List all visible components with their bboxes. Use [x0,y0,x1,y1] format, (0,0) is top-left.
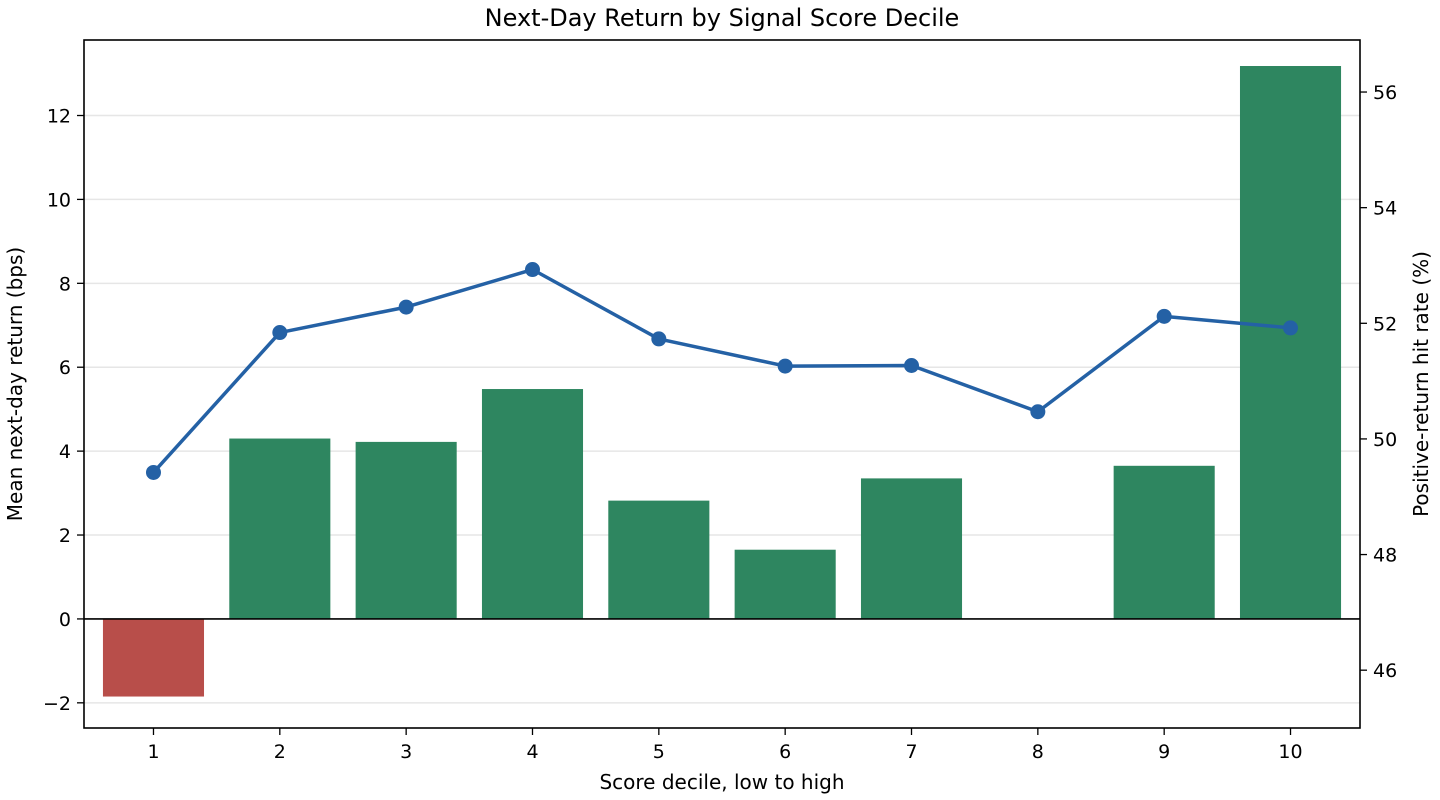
y2-tick-label: 46 [1373,660,1397,682]
y2-tick-label: 50 [1373,429,1397,451]
x-axis-title: Score decile, low to high [599,770,844,794]
y-axis-title: Mean next-day return (bps) [3,247,27,521]
chart-title: Next-Day Return by Signal Score Decile [485,4,960,32]
bar-decile-2 [229,438,331,619]
hit-rate-point-decile-1 [145,464,161,480]
plot-frame [83,39,1361,729]
x-axis: 1 2 3 4 5 6 7 8 9 10 [147,728,1303,763]
hit-rate-point-decile-2 [272,325,288,341]
hit-rate-point-decile-6 [777,358,793,374]
y-tick-label: 4 [59,441,71,463]
hit-rate-point-decile-9 [1156,308,1172,324]
hit-rate-line [152,267,1291,474]
y-tick-label: 8 [59,273,71,295]
hit-rate-point-decile-7 [904,357,920,373]
y-tick-label: 6 [59,357,71,379]
x-tick-label: 2 [274,741,286,763]
x-tick-label: 9 [1158,741,1170,763]
bar-decile-5 [608,500,710,619]
hit-rate-point-decile-3 [398,299,414,315]
y2-axis-title: Positive-return hit rate (%) [1409,251,1433,517]
bar-decile-7 [860,478,963,619]
x-tick-label: 3 [400,741,412,763]
left-axis: −2 0 2 4 6 8 10 12 [43,106,84,715]
y2-tick-label: 52 [1373,313,1397,335]
y-tick-label: 2 [59,525,71,547]
bar-series [102,66,1342,697]
y2-tick-label: 56 [1373,82,1397,104]
y-tick-label: 10 [47,189,71,211]
bar-decile-1 [102,618,205,697]
y2-tick-label: 48 [1373,545,1397,567]
bar-decile-6 [734,549,836,619]
bar-decile-9 [1113,465,1215,619]
x-tick-label: 6 [779,741,791,763]
x-tick-label: 1 [147,741,159,763]
hit-rate-point-decile-4 [524,262,540,278]
hit-rate-series [145,262,1299,480]
bar-decile-4 [481,389,584,619]
hit-rate-point-decile-10 [1283,320,1299,336]
y-tick-label: 12 [47,106,71,128]
bar-decile-10 [1239,66,1342,619]
right-axis: 46 48 50 52 54 56 [1360,82,1397,682]
hit-rate-point-decile-5 [651,331,667,347]
x-tick-label: 4 [526,741,538,763]
bar-decile-3 [355,441,457,619]
y-tick-label: 0 [59,609,71,631]
y-tick-label: −2 [43,693,71,715]
x-tick-label: 5 [653,741,665,763]
x-tick-label: 7 [905,741,917,763]
x-tick-label: 8 [1032,741,1044,763]
y2-tick-label: 54 [1373,198,1397,220]
x-tick-label: 10 [1278,741,1302,763]
hit-rate-point-decile-8 [1030,404,1046,420]
